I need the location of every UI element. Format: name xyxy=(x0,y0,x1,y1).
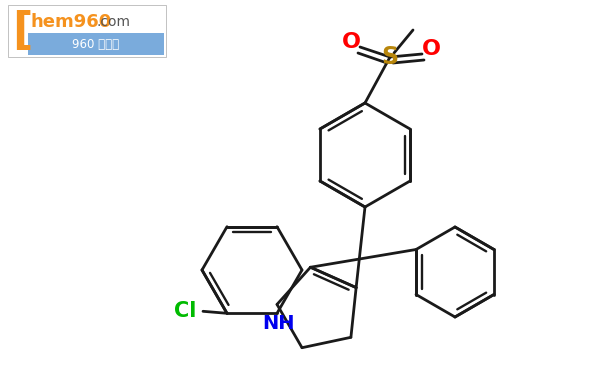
Text: Cl: Cl xyxy=(174,301,196,321)
Text: O: O xyxy=(341,32,361,52)
Text: 960 化工网: 960 化工网 xyxy=(73,38,120,51)
Text: S: S xyxy=(381,45,399,69)
Text: hem960: hem960 xyxy=(30,13,111,31)
Text: [: [ xyxy=(12,9,33,53)
Text: NH: NH xyxy=(262,314,294,333)
FancyBboxPatch shape xyxy=(8,5,166,57)
Text: O: O xyxy=(422,39,440,59)
Text: .com: .com xyxy=(96,15,130,29)
FancyBboxPatch shape xyxy=(28,33,164,55)
